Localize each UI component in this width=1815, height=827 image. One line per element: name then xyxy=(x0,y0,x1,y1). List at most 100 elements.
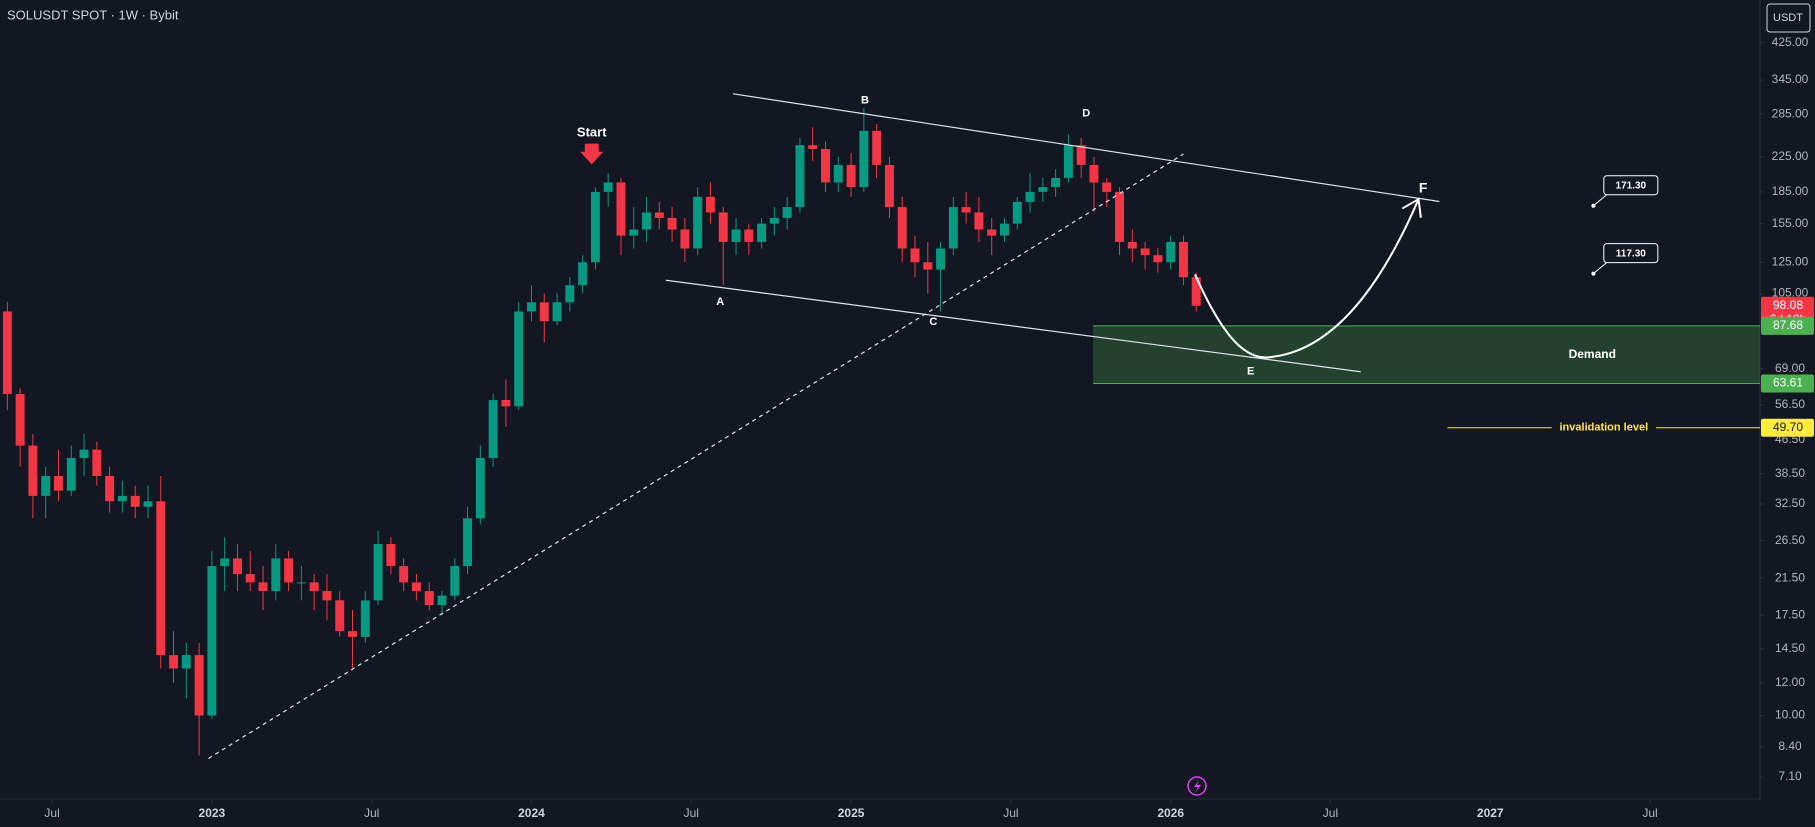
candle-body xyxy=(360,600,370,637)
candle-body xyxy=(718,212,728,242)
target-leader xyxy=(1593,193,1609,207)
x-tick-label: Jul xyxy=(1003,806,1018,820)
candle-body xyxy=(117,495,127,502)
price-tag xyxy=(1761,374,1814,393)
upper-trendline xyxy=(732,93,1440,203)
candle-body xyxy=(795,145,805,208)
candle-body xyxy=(322,591,332,601)
price-tag-label: 49.70 xyxy=(1773,420,1803,434)
y-tick-label: 10.00 xyxy=(1775,708,1805,722)
candle-body xyxy=(143,501,153,507)
currency-box[interactable] xyxy=(1766,3,1811,33)
y-tick-label: 8.40 xyxy=(1778,739,1802,753)
candle-body xyxy=(910,248,920,263)
annotations: Demand invalidation level A B C D E F Start 171.3… xyxy=(208,93,1760,759)
candle-body xyxy=(258,582,268,592)
x-tick-label: Jul xyxy=(684,806,699,820)
candle-body xyxy=(2,311,12,394)
candle-body xyxy=(872,130,882,165)
price-tag-label: 98.08 xyxy=(1773,298,1803,312)
candle-body xyxy=(156,501,166,656)
y-tick-label: 225.00 xyxy=(1772,149,1809,163)
candle-body xyxy=(424,591,434,606)
candle-body xyxy=(220,558,230,567)
candle-body xyxy=(693,196,703,249)
candle-body xyxy=(1089,164,1099,183)
y-tick-label: 125.00 xyxy=(1772,254,1809,268)
wave-label: A xyxy=(716,296,724,308)
candle-body xyxy=(1076,145,1086,165)
demand-zone xyxy=(1093,325,1760,384)
candle-body xyxy=(54,475,63,491)
y-tick-label: 12.00 xyxy=(1775,675,1805,689)
x-tick-label: 2025 xyxy=(838,806,865,820)
candle-body xyxy=(974,212,984,230)
candle-body xyxy=(1191,277,1201,306)
invalidation-label: invalidation level xyxy=(1560,422,1649,434)
candle-body xyxy=(936,248,946,270)
candle-body xyxy=(130,495,140,507)
candle-body xyxy=(1012,201,1022,224)
y-tick-label: 185.00 xyxy=(1772,184,1809,198)
price-tag-label: 63.61 xyxy=(1773,376,1803,390)
y-tick-label: 56.50 xyxy=(1775,397,1805,411)
candle-body xyxy=(846,164,856,188)
chart-title: SOLUSDT SPOT · 1W · Bybit xyxy=(7,7,179,22)
candle-body xyxy=(296,582,306,584)
wave-label: F xyxy=(1419,179,1428,195)
candle-body xyxy=(948,207,958,249)
lower-trendline xyxy=(665,279,1361,373)
candle-body xyxy=(488,400,498,458)
candle-body xyxy=(245,574,255,583)
candle-body xyxy=(821,148,830,183)
x-tick-label: 2023 xyxy=(199,806,226,820)
target-box xyxy=(1603,243,1659,264)
candle-body xyxy=(884,164,894,208)
candle-body xyxy=(411,582,421,592)
candle-body xyxy=(28,445,38,496)
y-tick-label: 69.00 xyxy=(1775,361,1805,375)
wave-label: D xyxy=(1082,107,1090,119)
candle-body xyxy=(808,145,818,149)
candle-body xyxy=(1102,182,1112,192)
candle-body xyxy=(105,475,115,502)
y-tick-label: 285.00 xyxy=(1772,107,1809,121)
candle-body xyxy=(309,582,319,592)
currency-label[interactable]: USDT xyxy=(1773,12,1803,24)
candle-body xyxy=(501,400,511,407)
start-arrow xyxy=(580,143,604,165)
candle-body xyxy=(1166,241,1176,263)
target-label: 117.30 xyxy=(1616,248,1646,259)
candles xyxy=(2,108,1201,756)
wave-label: E xyxy=(1247,366,1254,378)
x-tick-label: Jul xyxy=(1323,806,1338,820)
candle-body xyxy=(271,558,281,592)
candle-body xyxy=(386,544,396,567)
candle-body xyxy=(194,655,204,716)
candle-body xyxy=(41,475,51,496)
candle-body xyxy=(731,229,741,242)
candle-body xyxy=(232,558,242,575)
x-tick-label: Jul xyxy=(364,806,379,820)
y-tick-label: 105.00 xyxy=(1772,286,1809,300)
projection-curve xyxy=(1194,198,1420,359)
candle-body xyxy=(1038,187,1048,192)
candle-body xyxy=(961,207,971,213)
candle-body xyxy=(1025,191,1035,202)
y-tick-label: 7.10 xyxy=(1778,769,1802,783)
candle-body xyxy=(450,566,460,596)
projection-arrowhead xyxy=(1401,197,1422,218)
candle-body xyxy=(616,182,626,236)
y-tick-label: 425.00 xyxy=(1772,35,1809,49)
candle-body xyxy=(1153,255,1163,263)
y-tick-label: 32.50 xyxy=(1775,496,1805,510)
candle-body xyxy=(859,130,869,188)
x-tick-label: Jul xyxy=(44,806,59,820)
candle-body xyxy=(757,223,767,242)
wave-label: C xyxy=(929,316,937,328)
wave-label: B xyxy=(861,95,869,107)
lightning-icon[interactable] xyxy=(1187,776,1207,796)
candle-body xyxy=(169,655,179,669)
candle-body xyxy=(578,262,588,286)
